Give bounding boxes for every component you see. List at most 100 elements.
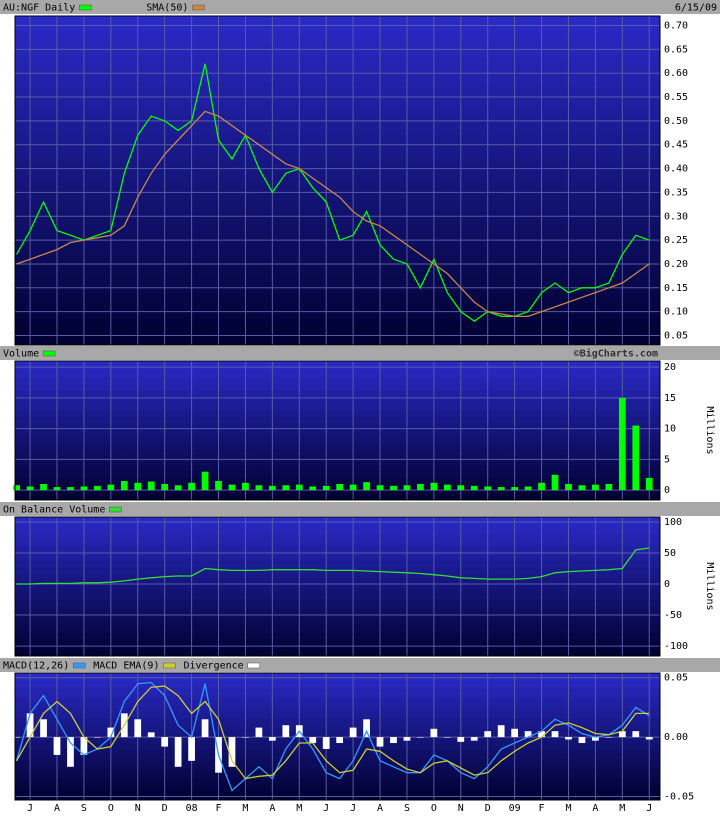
bar bbox=[228, 484, 236, 491]
bar bbox=[376, 485, 384, 491]
bar bbox=[551, 474, 559, 491]
plot-frame bbox=[14, 516, 661, 657]
bar bbox=[201, 719, 209, 738]
y-tick-label: -50 bbox=[664, 610, 682, 621]
x-tick-label: S bbox=[404, 803, 410, 814]
legend-label: AU:NGF Daily bbox=[3, 3, 75, 14]
x-tick-label: N bbox=[458, 803, 464, 814]
bar bbox=[107, 727, 115, 738]
bar bbox=[484, 486, 492, 491]
legend-swatch bbox=[72, 662, 86, 669]
y-tick-label: 5 bbox=[664, 454, 670, 465]
x-tick-label: O bbox=[431, 803, 437, 814]
bar bbox=[470, 485, 478, 491]
bar bbox=[390, 485, 397, 491]
bar bbox=[605, 737, 613, 738]
bar bbox=[376, 737, 384, 747]
bar bbox=[94, 485, 101, 491]
bar bbox=[53, 487, 61, 491]
bar bbox=[497, 725, 505, 738]
legend-label: Divergence bbox=[183, 661, 243, 672]
bar bbox=[336, 484, 344, 491]
y-tick-label: 0.30 bbox=[664, 211, 688, 222]
x-tick-label: A bbox=[592, 803, 598, 814]
bar bbox=[80, 737, 88, 755]
y-tick-label: 0.55 bbox=[664, 92, 688, 103]
bar bbox=[282, 725, 290, 738]
bar bbox=[134, 482, 142, 491]
bar bbox=[511, 487, 518, 491]
bar bbox=[295, 484, 303, 491]
bar bbox=[645, 737, 653, 740]
line bbox=[16, 547, 650, 585]
bar bbox=[349, 484, 357, 491]
bar bbox=[215, 480, 222, 491]
bar bbox=[632, 425, 640, 491]
credit: ©BigCharts.com bbox=[574, 348, 658, 360]
bar bbox=[107, 484, 115, 491]
legend-label: SMA(50) bbox=[146, 3, 188, 14]
line bbox=[16, 685, 650, 780]
x-tick-label: 09 bbox=[509, 803, 521, 814]
bar bbox=[618, 397, 626, 491]
bar bbox=[484, 731, 492, 738]
y-tick-label: 0 bbox=[664, 579, 670, 590]
legend-swatch bbox=[163, 662, 176, 669]
bar bbox=[174, 737, 182, 767]
x-tick-label: J bbox=[27, 803, 33, 814]
bar bbox=[497, 487, 505, 491]
legend-label: Volume bbox=[3, 349, 39, 360]
bar bbox=[605, 484, 613, 491]
bar bbox=[40, 719, 47, 738]
bar bbox=[632, 731, 640, 738]
bar bbox=[363, 719, 370, 738]
y-tick-label: 0.40 bbox=[664, 164, 688, 175]
line bbox=[16, 63, 650, 322]
bar bbox=[565, 737, 572, 740]
bar bbox=[67, 737, 74, 767]
bar bbox=[13, 737, 20, 738]
legend-label: MACD(12,26) bbox=[3, 661, 69, 672]
bar bbox=[188, 737, 195, 761]
bar bbox=[188, 482, 195, 491]
y-tick-label: 0.35 bbox=[664, 187, 688, 198]
x-tick-label: M bbox=[565, 803, 571, 814]
bar bbox=[322, 485, 330, 491]
bar bbox=[430, 482, 438, 491]
x-tick-label: O bbox=[108, 803, 114, 814]
panel-header bbox=[0, 346, 720, 360]
bar bbox=[40, 484, 47, 491]
bar bbox=[592, 484, 599, 491]
bar bbox=[228, 737, 236, 767]
bar bbox=[120, 480, 128, 491]
panel-header bbox=[0, 502, 720, 516]
y-tick-label: 0.15 bbox=[664, 283, 688, 294]
bar bbox=[134, 719, 142, 738]
y-axis-label: Millions bbox=[704, 406, 715, 454]
bar bbox=[417, 737, 424, 738]
legend-label: MACD EMA(9) bbox=[93, 661, 159, 672]
legend-swatch bbox=[79, 4, 92, 11]
panel-header bbox=[0, 658, 720, 672]
x-tick-label: M bbox=[242, 803, 248, 814]
bar bbox=[255, 727, 263, 738]
bar bbox=[322, 737, 330, 749]
bar bbox=[161, 737, 169, 747]
bar bbox=[470, 737, 478, 741]
plot-frame bbox=[14, 672, 661, 801]
plot-background bbox=[15, 517, 660, 656]
x-tick-label: S bbox=[81, 803, 87, 814]
x-tick-label: M bbox=[619, 803, 625, 814]
y-tick-label: 10 bbox=[664, 424, 676, 435]
x-tick-label: 08 bbox=[186, 803, 198, 814]
bar bbox=[161, 484, 169, 491]
legend-swatch bbox=[192, 4, 205, 11]
bar bbox=[578, 737, 586, 744]
y-tick-label: 20 bbox=[664, 362, 676, 373]
y-tick-label: 0.65 bbox=[664, 44, 688, 55]
y-axis-label: Millions bbox=[704, 562, 715, 610]
bar bbox=[201, 471, 209, 491]
x-tick-label: A bbox=[377, 803, 383, 814]
y-tick-label: -0.05 bbox=[664, 791, 694, 802]
